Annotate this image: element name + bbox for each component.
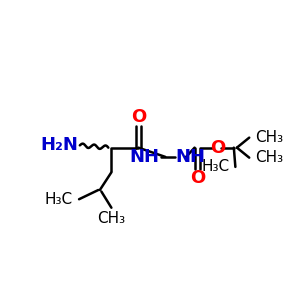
Text: CH₃: CH₃ <box>255 130 284 145</box>
Text: O: O <box>190 169 205 187</box>
Text: CH₃: CH₃ <box>97 211 125 226</box>
Text: H₂N: H₂N <box>40 136 78 154</box>
Text: H₃C: H₃C <box>201 159 229 174</box>
Text: O: O <box>131 108 146 126</box>
Text: O: O <box>210 139 225 157</box>
Text: H₃C: H₃C <box>45 192 73 207</box>
Text: NH: NH <box>129 148 159 166</box>
Text: CH₃: CH₃ <box>255 150 284 165</box>
Text: NH: NH <box>175 148 205 166</box>
